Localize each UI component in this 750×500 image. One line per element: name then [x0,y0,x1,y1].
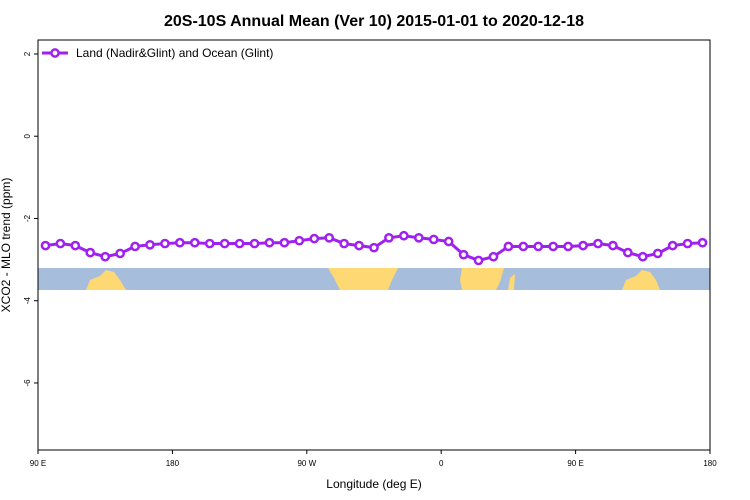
point [55,238,66,249]
map-band [38,268,710,290]
point [264,237,275,248]
point [354,240,364,251]
point [428,234,439,245]
point [40,240,51,251]
y-tick-label: -6 [23,379,32,387]
legend-marker [50,48,60,58]
point [623,247,633,258]
point [682,238,693,249]
point [339,238,349,249]
point [443,236,454,247]
point [578,240,588,251]
legend-label: Land (Nadir&Glint) and Ocean (Glint) [76,46,273,60]
y-tick-label: -4 [23,297,32,305]
point [399,230,409,241]
point [294,235,305,246]
point [697,237,708,248]
point [533,241,544,252]
point [667,240,678,251]
point [175,237,185,248]
point [70,240,81,251]
point [130,241,140,252]
x-tick-label: 180 [166,459,180,468]
point [518,241,529,252]
point [324,232,335,243]
point [369,242,379,253]
x-tick-label: 180 [703,459,717,468]
x-tick-label: 90 E [30,459,46,468]
x-tick-label: 0 [439,459,444,468]
point [413,232,424,243]
point [85,247,96,258]
point [563,241,573,252]
point [458,249,469,260]
point [473,255,484,266]
point [608,240,618,251]
point [219,238,230,249]
point [488,251,499,262]
point [249,238,260,249]
x-tick-label: 90 W [297,459,316,468]
point [189,237,200,248]
chart-title: 20S-10S Annual Mean (Ver 10) 2015-01-01 … [164,13,584,30]
point [593,238,603,249]
point [100,251,111,262]
plot-frame [37,39,711,451]
point [204,238,215,249]
y-axis-title: XCO2 - MLO trend (ppm) [0,178,13,313]
x-axis-title: Longitude (deg E) [326,477,421,491]
point [115,248,125,259]
point [503,241,514,252]
y-tick-label: 2 [23,51,32,56]
point [234,238,245,249]
y-tick-label: 0 [23,133,32,138]
point [309,233,320,244]
point [145,239,155,250]
point [384,232,394,243]
point [279,237,290,248]
x-tick-label: 90 E [567,459,583,468]
point [637,251,648,262]
point [652,248,663,259]
y-tick-label: -2 [23,214,32,222]
point [160,238,170,249]
point [548,241,559,252]
